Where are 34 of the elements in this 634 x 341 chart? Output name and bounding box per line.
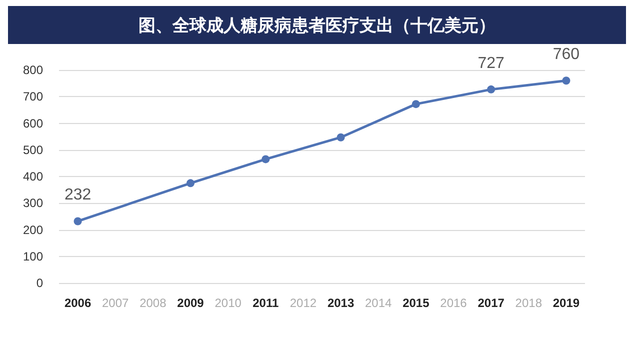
point (336, 133, 345, 142)
x-tick-label: 2009 (177, 296, 204, 310)
x-tick-label: 2008 (140, 296, 167, 310)
y-tick-label: 100 (22, 249, 44, 264)
x-tick-label: 2019 (552, 296, 580, 310)
y-tick-label: 200 (22, 222, 44, 237)
point (487, 85, 496, 94)
point (562, 76, 570, 85)
y-tick-label: 400 (22, 170, 44, 184)
x-tick-label: 2011 (252, 296, 279, 310)
x-tick-label: 2018 (515, 296, 542, 310)
y-tick-label: 800 (22, 63, 44, 77)
y-tick-label: 500 (22, 142, 44, 157)
data-label: 727 (478, 54, 505, 72)
point (262, 155, 270, 164)
x-tick-label: 2013 (327, 296, 354, 310)
y-tick-label: 600 (22, 116, 44, 130)
x-tick-label: 2012 (290, 296, 317, 310)
point (186, 179, 194, 188)
x-tick-label: 2006 (64, 296, 92, 310)
point (412, 100, 420, 108)
x-tick-label: 2014 (365, 296, 392, 310)
x-tick-label: 2010 (214, 296, 242, 310)
point (74, 217, 82, 226)
data-label: 760 (552, 46, 580, 64)
chart-title: 图、全球成人糖尿病患者医疗支出（十亿美元） (8, 6, 626, 44)
y-tick-label: 0 (36, 276, 44, 290)
data-label: 232 (64, 186, 92, 204)
y-tick-label: 300 (22, 196, 44, 210)
x-tick-label: 2016 (440, 296, 468, 310)
y-tick-label: 700 (22, 90, 44, 104)
x-tick-label: 2017 (478, 296, 505, 310)
x-tick-label: 2015 (402, 296, 430, 310)
x-tick-label: 2007 (102, 296, 130, 310)
